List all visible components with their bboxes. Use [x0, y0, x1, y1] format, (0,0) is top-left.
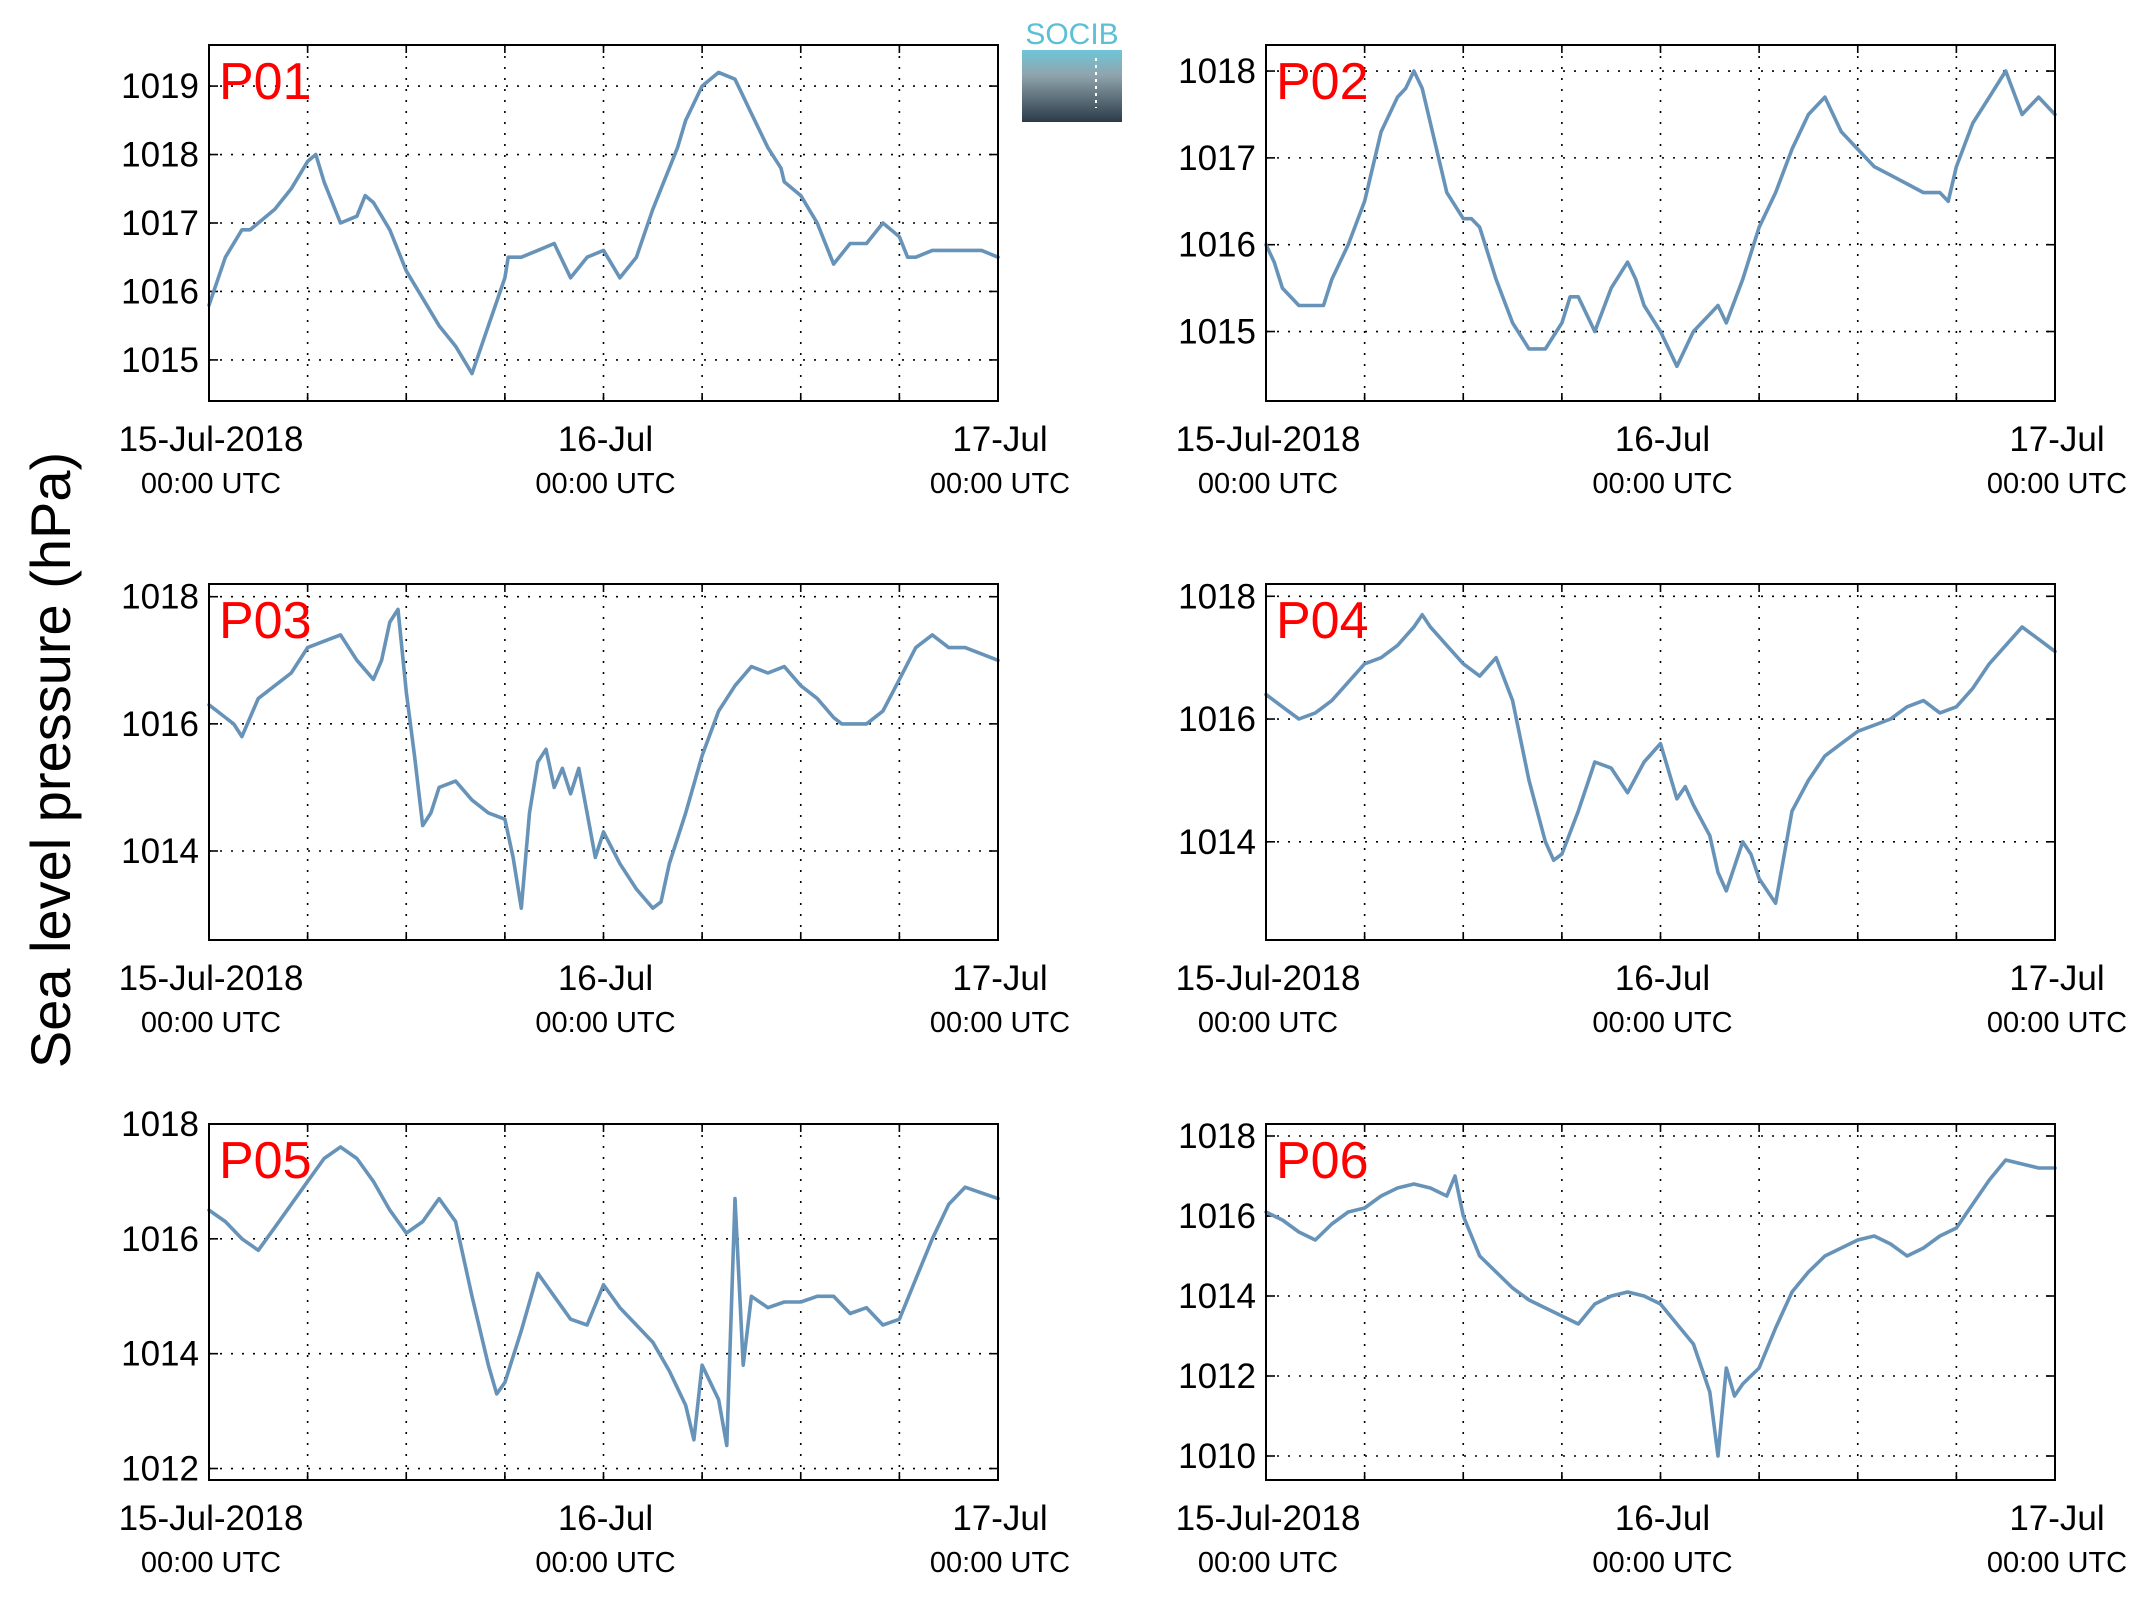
x-tick-label-date: 17-Jul — [952, 1499, 1047, 1538]
y-tick-label: 1012 — [121, 1450, 199, 1489]
y-tick-label: 1018 — [121, 578, 199, 617]
y-tick-label: 1015 — [1178, 313, 1256, 352]
x-tick-label-date: 15-Jul-2018 — [1176, 420, 1361, 459]
panel-label: P02 — [1276, 53, 1369, 111]
x-tick-label-date: 16-Jul — [558, 1499, 653, 1538]
x-tick-label-time: 00:00 UTC — [141, 468, 281, 500]
panel-label: P03 — [219, 592, 312, 650]
plot-frame — [208, 44, 999, 402]
series-line — [1264, 69, 2057, 369]
x-tick-label-time: 00:00 UTC — [1592, 468, 1732, 500]
x-tick-label-time: 00:00 UTC — [535, 468, 675, 500]
x-tick-label-date: 16-Jul — [1615, 420, 1710, 459]
series-line — [207, 70, 1000, 376]
y-axis-label: Sea level pressure (hPa) — [19, 452, 82, 1068]
panel-p03: 1014 1016 1018 15-Jul-2018 00:00 UTC 16-Jul 00… — [119, 578, 1071, 1039]
x-tick-label-date: 15-Jul-2018 — [119, 959, 304, 998]
panel-label: P01 — [219, 53, 312, 111]
x-tick-label-date: 15-Jul-2018 — [1176, 1499, 1361, 1538]
x-tick-label-time: 00:00 UTC — [1592, 1547, 1732, 1579]
y-tick-label: 1018 — [1178, 577, 1256, 616]
x-tick-label-date: 17-Jul — [952, 959, 1047, 998]
x-tick-label-time: 00:00 UTC — [141, 1007, 281, 1039]
panel-p06: 1010 1012 1014 1016 1018 15-Jul-2018 00:00 UTC… — [1176, 1117, 2128, 1579]
panel-p04: 1014 1016 1018 15-Jul-2018 00:00 UTC 16-Jul 00… — [1176, 577, 2128, 1039]
plot-frame — [208, 583, 999, 941]
y-tick-label: 1019 — [121, 67, 199, 106]
y-tick-label: 1014 — [1178, 823, 1256, 862]
panel-p01: 1015 1016 1017 1018 1019 15-Jul-2018 00:00 UTC… — [119, 44, 1070, 500]
x-tick-label-date: 17-Jul — [2009, 420, 2104, 459]
y-tick-label: 1016 — [1178, 700, 1256, 739]
x-tick-label-time: 00:00 UTC — [1198, 1007, 1338, 1039]
panel-label: P05 — [219, 1132, 312, 1190]
y-tick-label: 1016 — [1178, 226, 1256, 265]
plot-frame — [1265, 583, 2056, 941]
y-tick-label: 1016 — [121, 1220, 199, 1259]
x-tick-label-date: 16-Jul — [558, 959, 653, 998]
y-tick-label: 1018 — [121, 1105, 199, 1144]
x-tick-label-date: 16-Jul — [1615, 959, 1710, 998]
y-tick-label: 1014 — [1178, 1277, 1256, 1316]
x-tick-label-date: 17-Jul — [952, 420, 1047, 459]
plot-frame — [208, 1123, 999, 1481]
socib-logo-text: SOCIB — [1025, 18, 1118, 51]
panel-label: P06 — [1276, 1132, 1369, 1190]
y-tick-label: 1018 — [1178, 52, 1256, 91]
y-tick-label: 1018 — [1178, 1117, 1256, 1156]
y-tick-label: 1017 — [121, 204, 199, 243]
series-line — [1264, 612, 2057, 906]
x-tick-label-time: 00:00 UTC — [1198, 1547, 1338, 1579]
series-line — [207, 607, 1000, 911]
y-tick-label: 1014 — [121, 832, 199, 871]
x-tick-label-date: 15-Jul-2018 — [1176, 959, 1361, 998]
x-tick-label-time: 00:00 UTC — [141, 1547, 281, 1579]
x-tick-label-date: 16-Jul — [558, 420, 653, 459]
series-line — [1264, 1158, 2057, 1458]
socib-logo: SOCIB — [1022, 18, 1122, 122]
panel-label: P04 — [1276, 592, 1369, 650]
x-tick-label-time: 00:00 UTC — [535, 1547, 675, 1579]
series-line — [207, 1145, 1000, 1448]
y-tick-label: 1015 — [121, 341, 199, 380]
x-tick-label-date: 15-Jul-2018 — [119, 420, 304, 459]
x-tick-label-time: 00:00 UTC — [1987, 1007, 2127, 1039]
y-tick-label: 1016 — [1178, 1197, 1256, 1236]
plot-frame — [1265, 44, 2056, 402]
x-tick-label-date: 15-Jul-2018 — [119, 1499, 304, 1538]
x-tick-label-time: 00:00 UTC — [930, 1547, 1070, 1579]
x-tick-label-time: 00:00 UTC — [1592, 1007, 1732, 1039]
x-tick-label-date: 17-Jul — [2009, 959, 2104, 998]
x-tick-label-time: 00:00 UTC — [535, 1007, 675, 1039]
y-tick-label: 1017 — [1178, 139, 1256, 178]
y-tick-label: 1010 — [1178, 1437, 1256, 1476]
y-tick-label: 1016 — [121, 272, 199, 311]
panel-p05: 1012 1014 1016 1018 15-Jul-2018 00:00 UTC 16-J… — [119, 1105, 1071, 1579]
x-tick-label-date: 16-Jul — [1615, 1499, 1710, 1538]
plot-frame — [1265, 1123, 2056, 1481]
x-tick-label-time: 00:00 UTC — [930, 1007, 1070, 1039]
y-tick-label: 1018 — [121, 136, 199, 175]
x-tick-label-date: 17-Jul — [2009, 1499, 2104, 1538]
panel-p02: 1015 1016 1017 1018 15-Jul-2018 00:00 UTC 16-J… — [1176, 44, 2127, 500]
y-tick-label: 1012 — [1178, 1357, 1256, 1396]
x-tick-label-time: 00:00 UTC — [930, 468, 1070, 500]
x-tick-label-time: 00:00 UTC — [1987, 468, 2127, 500]
y-tick-label: 1016 — [121, 705, 199, 744]
x-tick-label-time: 00:00 UTC — [1198, 468, 1338, 500]
x-tick-label-time: 00:00 UTC — [1987, 1547, 2127, 1579]
y-tick-label: 1014 — [121, 1335, 199, 1374]
